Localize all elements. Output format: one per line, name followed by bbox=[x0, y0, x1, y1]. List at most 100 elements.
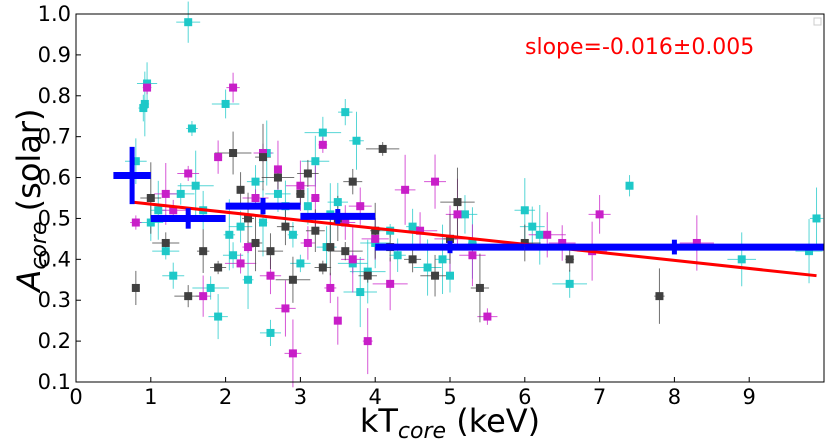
y-tick-label-3: 0.4 bbox=[38, 247, 71, 271]
data-point-magenta-25 bbox=[363, 337, 372, 346]
data-point-cyan-43 bbox=[423, 263, 432, 272]
data-point-cyan-38 bbox=[363, 267, 372, 276]
data-point-magenta-28 bbox=[401, 185, 410, 194]
data-point-black-2 bbox=[161, 238, 170, 247]
data-point-cyan-42 bbox=[408, 222, 417, 231]
data-point-magenta-4 bbox=[184, 169, 193, 178]
data-point-magenta-21 bbox=[333, 316, 342, 325]
data-point-magenta-1 bbox=[143, 83, 152, 92]
data-point-black-22 bbox=[348, 177, 357, 186]
data-point-magenta-3 bbox=[169, 206, 178, 215]
data-point-magenta-20 bbox=[326, 283, 335, 292]
data-point-black-19 bbox=[326, 243, 335, 252]
data-point-black-1 bbox=[146, 194, 155, 202]
data-point-magenta-2 bbox=[161, 189, 170, 198]
data-point-black-17 bbox=[311, 226, 320, 235]
data-point-magenta-12 bbox=[266, 271, 275, 280]
data-point-cyan-4 bbox=[146, 218, 155, 227]
data-point-cyan-18 bbox=[236, 222, 245, 231]
data-point-magenta-39 bbox=[692, 238, 701, 247]
data-point-magenta-24 bbox=[356, 202, 365, 211]
data-point-cyan-51 bbox=[565, 279, 574, 288]
data-point-cyan-8 bbox=[176, 189, 185, 198]
y-tick-label-7: 0.8 bbox=[38, 84, 71, 108]
y-tick-label-4: 0.5 bbox=[38, 206, 71, 230]
points-layer bbox=[131, 18, 821, 358]
x-axis-label-main: kT bbox=[360, 402, 399, 440]
data-point-black-7 bbox=[236, 185, 245, 194]
data-point-black-8 bbox=[244, 214, 253, 223]
data-point-cyan-55 bbox=[812, 214, 821, 223]
slope-annotation: slope=-0.016±0.005 bbox=[525, 35, 754, 60]
y-tick-label-0: 0.1 bbox=[38, 370, 71, 394]
data-point-cyan-2 bbox=[143, 79, 152, 88]
data-point-cyan-19 bbox=[244, 275, 253, 284]
data-point-magenta-35 bbox=[543, 230, 552, 239]
x-tick-label-0: 0 bbox=[69, 385, 82, 409]
data-point-black-31 bbox=[475, 283, 484, 292]
data-point-cyan-29 bbox=[311, 157, 320, 166]
data-point-magenta-27 bbox=[386, 279, 395, 288]
data-point-black-28 bbox=[431, 271, 440, 280]
data-point-magenta-34 bbox=[483, 312, 492, 321]
y-tick-label-2: 0.3 bbox=[38, 288, 71, 312]
data-point-cyan-47 bbox=[468, 238, 477, 247]
data-point-magenta-33 bbox=[468, 251, 477, 260]
data-point-magenta-32 bbox=[453, 210, 462, 219]
data-point-cyan-46 bbox=[460, 210, 469, 219]
x-tick-label-4: 4 bbox=[369, 385, 382, 409]
data-point-cyan-3 bbox=[140, 99, 149, 108]
data-point-cyan-13 bbox=[206, 283, 215, 292]
data-point-magenta-14 bbox=[281, 304, 290, 313]
data-point-black-24 bbox=[371, 226, 380, 235]
data-point-black-5 bbox=[214, 263, 223, 272]
x-tick-label-8: 8 bbox=[668, 385, 681, 409]
data-point-magenta-23 bbox=[348, 255, 357, 264]
data-point-black-3 bbox=[184, 292, 193, 301]
x-tick-label-9: 9 bbox=[743, 385, 756, 409]
data-point-cyan-45 bbox=[446, 271, 454, 280]
x-axis-label-sub: core bbox=[398, 419, 446, 443]
data-point-magenta-13 bbox=[273, 165, 282, 174]
data-point-cyan-5 bbox=[154, 206, 163, 215]
data-point-cyan-23 bbox=[266, 328, 275, 337]
data-point-cyan-27 bbox=[296, 259, 305, 268]
data-point-cyan-35 bbox=[348, 259, 357, 268]
data-point-black-16 bbox=[303, 169, 312, 178]
data-point-cyan-14 bbox=[214, 312, 223, 321]
data-point-cyan-0 bbox=[131, 157, 140, 166]
data-point-magenta-26 bbox=[371, 234, 380, 243]
data-point-black-30 bbox=[453, 198, 462, 207]
data-point-black-25 bbox=[378, 144, 387, 153]
data-point-cyan-17 bbox=[229, 251, 238, 260]
data-point-cyan-53 bbox=[737, 255, 746, 264]
data-point-cyan-1 bbox=[139, 104, 148, 113]
data-point-magenta-30 bbox=[431, 177, 440, 186]
y-tick-label-5: 0.6 bbox=[38, 166, 71, 190]
data-point-black-27 bbox=[408, 255, 417, 264]
data-point-black-21 bbox=[341, 247, 350, 256]
data-point-black-33 bbox=[565, 255, 574, 264]
y-tick-label-6: 0.7 bbox=[38, 125, 71, 149]
data-point-cyan-41 bbox=[393, 251, 402, 260]
data-point-magenta-16 bbox=[296, 181, 305, 190]
data-point-cyan-10 bbox=[187, 124, 196, 133]
x-tick-label-2: 2 bbox=[219, 385, 232, 409]
data-point-magenta-6 bbox=[214, 153, 223, 162]
data-point-black-9 bbox=[251, 238, 260, 247]
data-point-cyan-54 bbox=[805, 247, 814, 256]
x-tick-label-5: 5 bbox=[443, 385, 456, 409]
x-tick-label-3: 3 bbox=[294, 385, 307, 409]
x-axis-label-tail: (keV) bbox=[446, 402, 540, 440]
data-point-cyan-11 bbox=[191, 181, 200, 190]
data-point-magenta-29 bbox=[416, 226, 425, 235]
data-point-cyan-36 bbox=[352, 136, 361, 145]
x-ticks: 0 1 2 3 4 5 6 7 8 9 bbox=[69, 377, 756, 409]
data-point-cyan-52 bbox=[625, 181, 634, 190]
y-tick-label-8: 0.9 bbox=[38, 43, 71, 67]
data-point-magenta-17 bbox=[303, 238, 312, 247]
data-point-magenta-0 bbox=[131, 218, 140, 227]
data-point-black-13 bbox=[281, 222, 290, 231]
data-point-cyan-33 bbox=[333, 198, 342, 207]
data-point-black-14 bbox=[288, 275, 297, 284]
